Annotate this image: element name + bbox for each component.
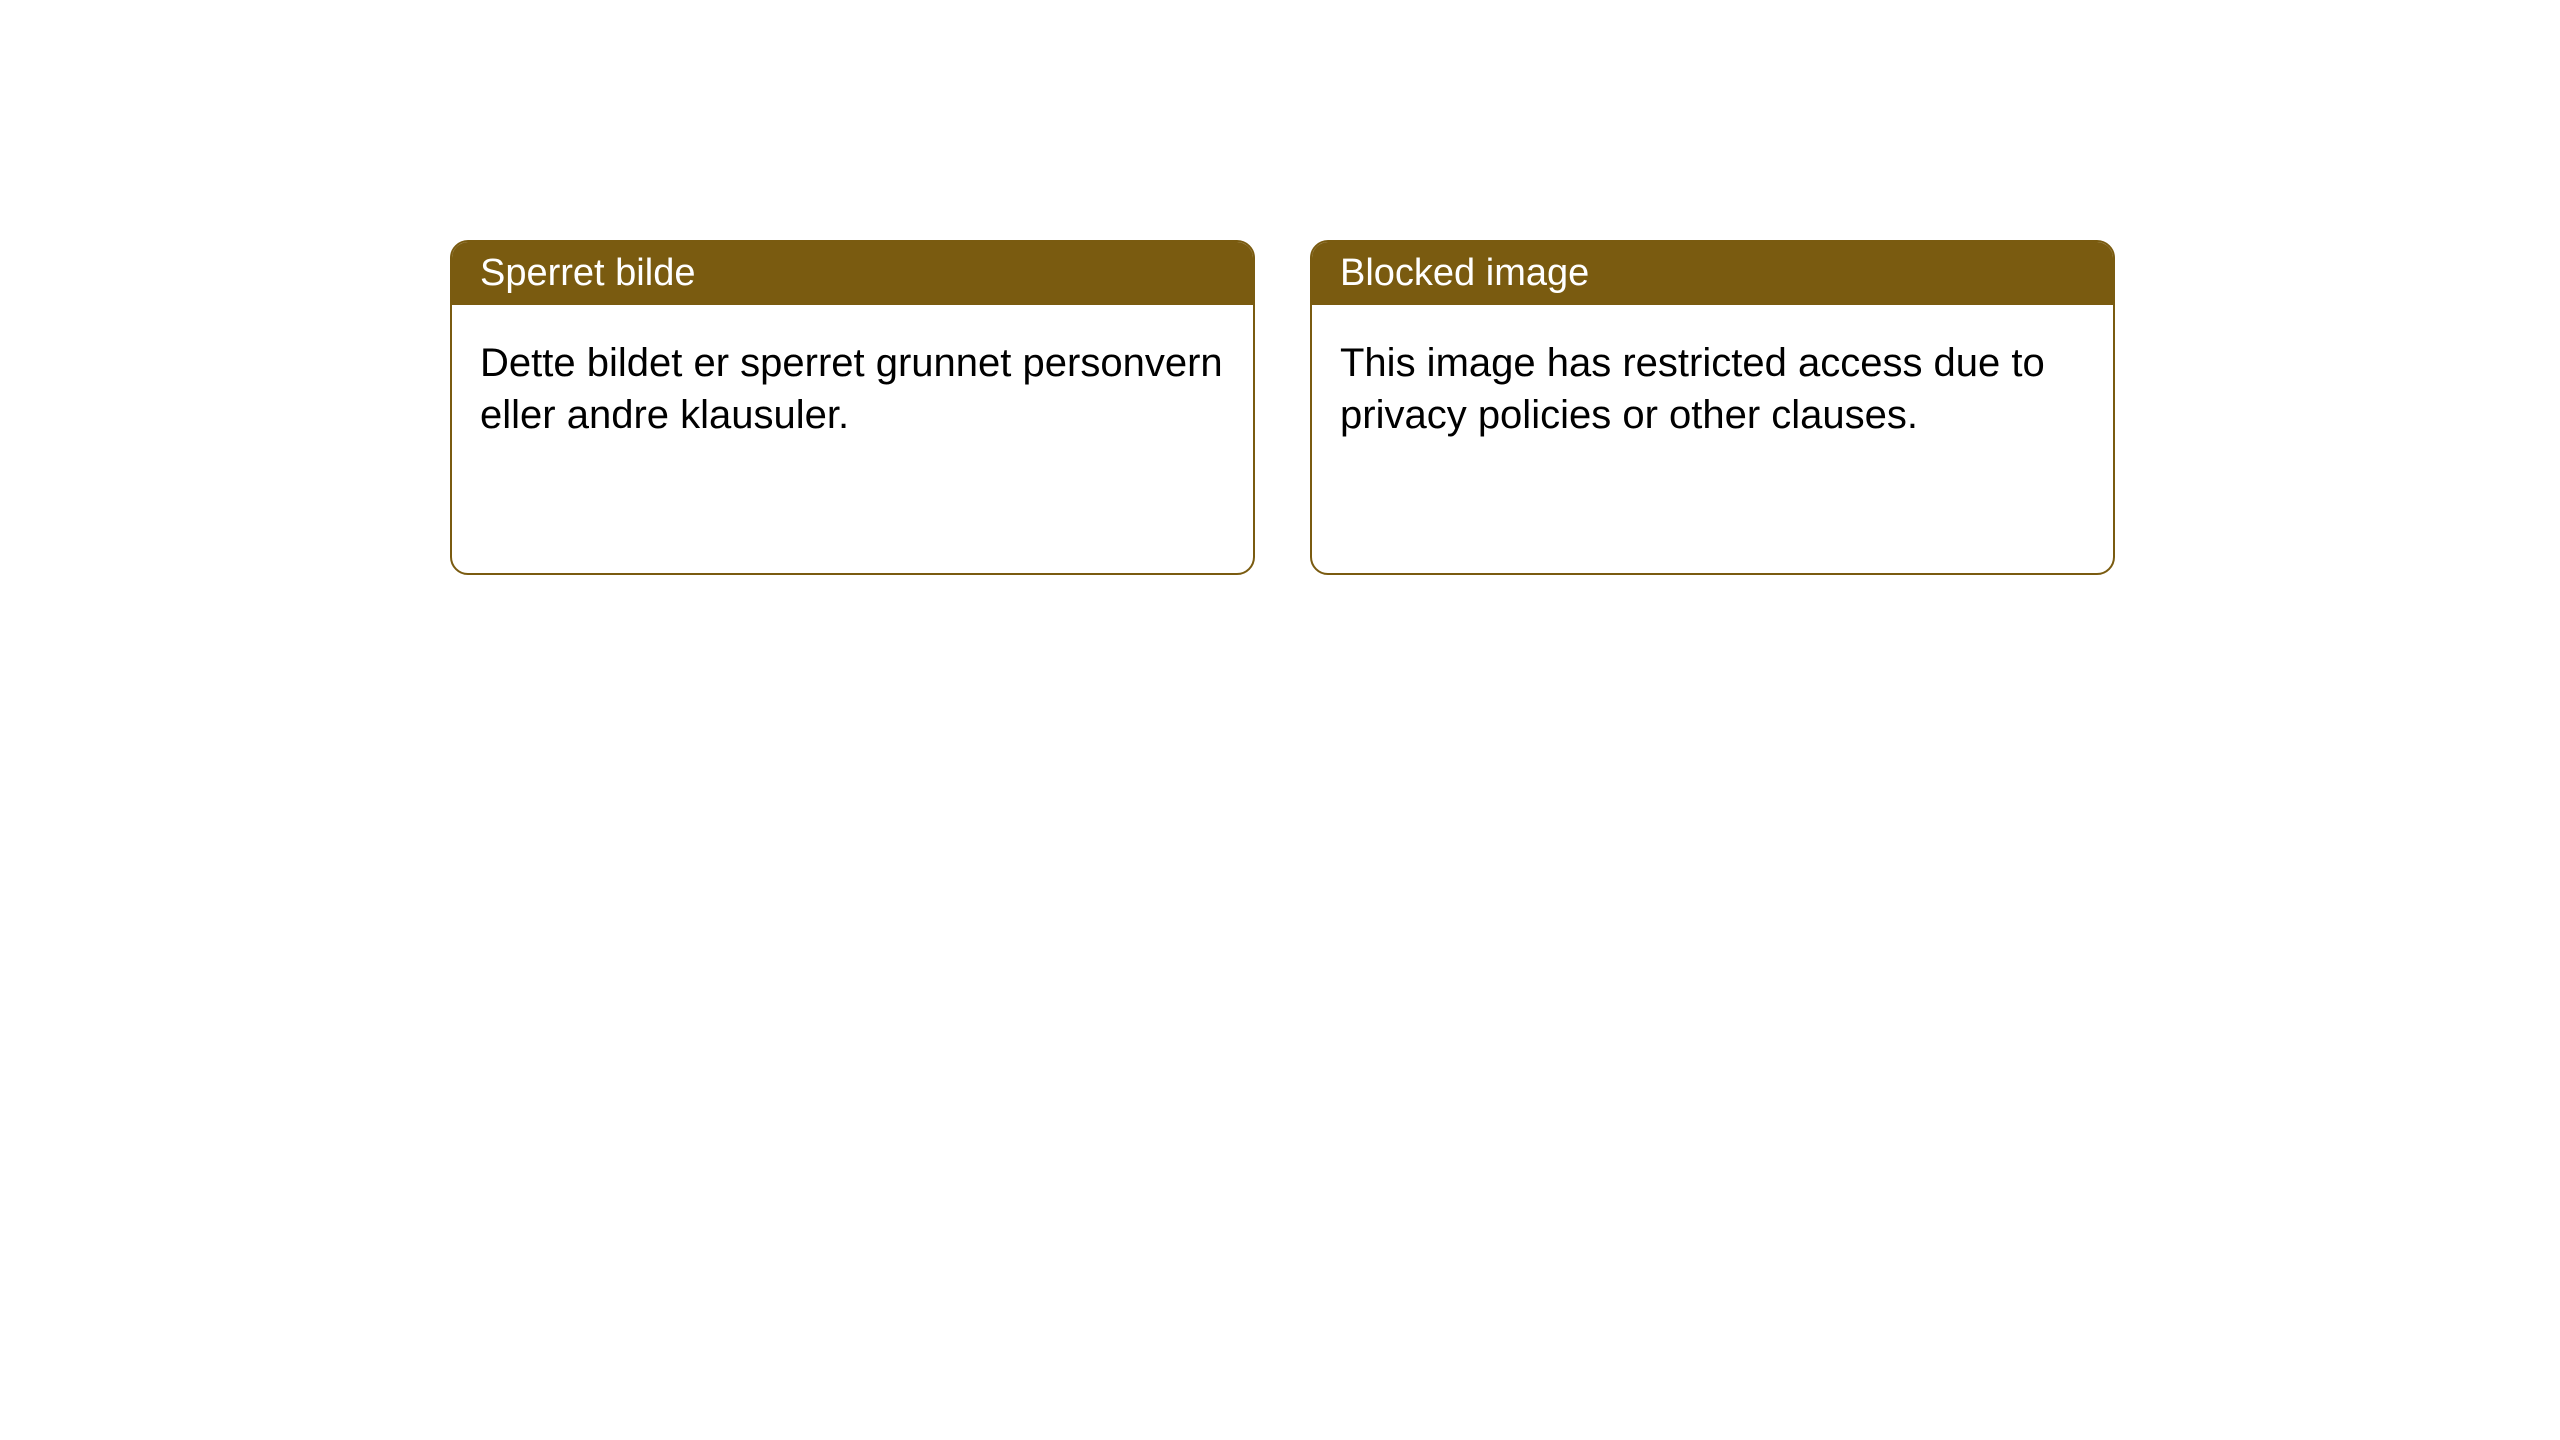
- notice-card-english: Blocked image This image has restricted …: [1310, 240, 2115, 575]
- notice-cards-container: Sperret bilde Dette bildet er sperret gr…: [450, 240, 2115, 575]
- notice-card-message: Dette bildet er sperret grunnet personve…: [480, 341, 1223, 437]
- notice-card-message: This image has restricted access due to …: [1340, 341, 2045, 437]
- notice-card-header: Blocked image: [1312, 242, 2113, 305]
- notice-card-title: Blocked image: [1340, 252, 1589, 294]
- notice-card-norwegian: Sperret bilde Dette bildet er sperret gr…: [450, 240, 1255, 575]
- notice-card-title: Sperret bilde: [480, 252, 695, 294]
- notice-card-header: Sperret bilde: [452, 242, 1253, 305]
- notice-card-body: Dette bildet er sperret grunnet personve…: [452, 305, 1253, 473]
- notice-card-body: This image has restricted access due to …: [1312, 305, 2113, 473]
